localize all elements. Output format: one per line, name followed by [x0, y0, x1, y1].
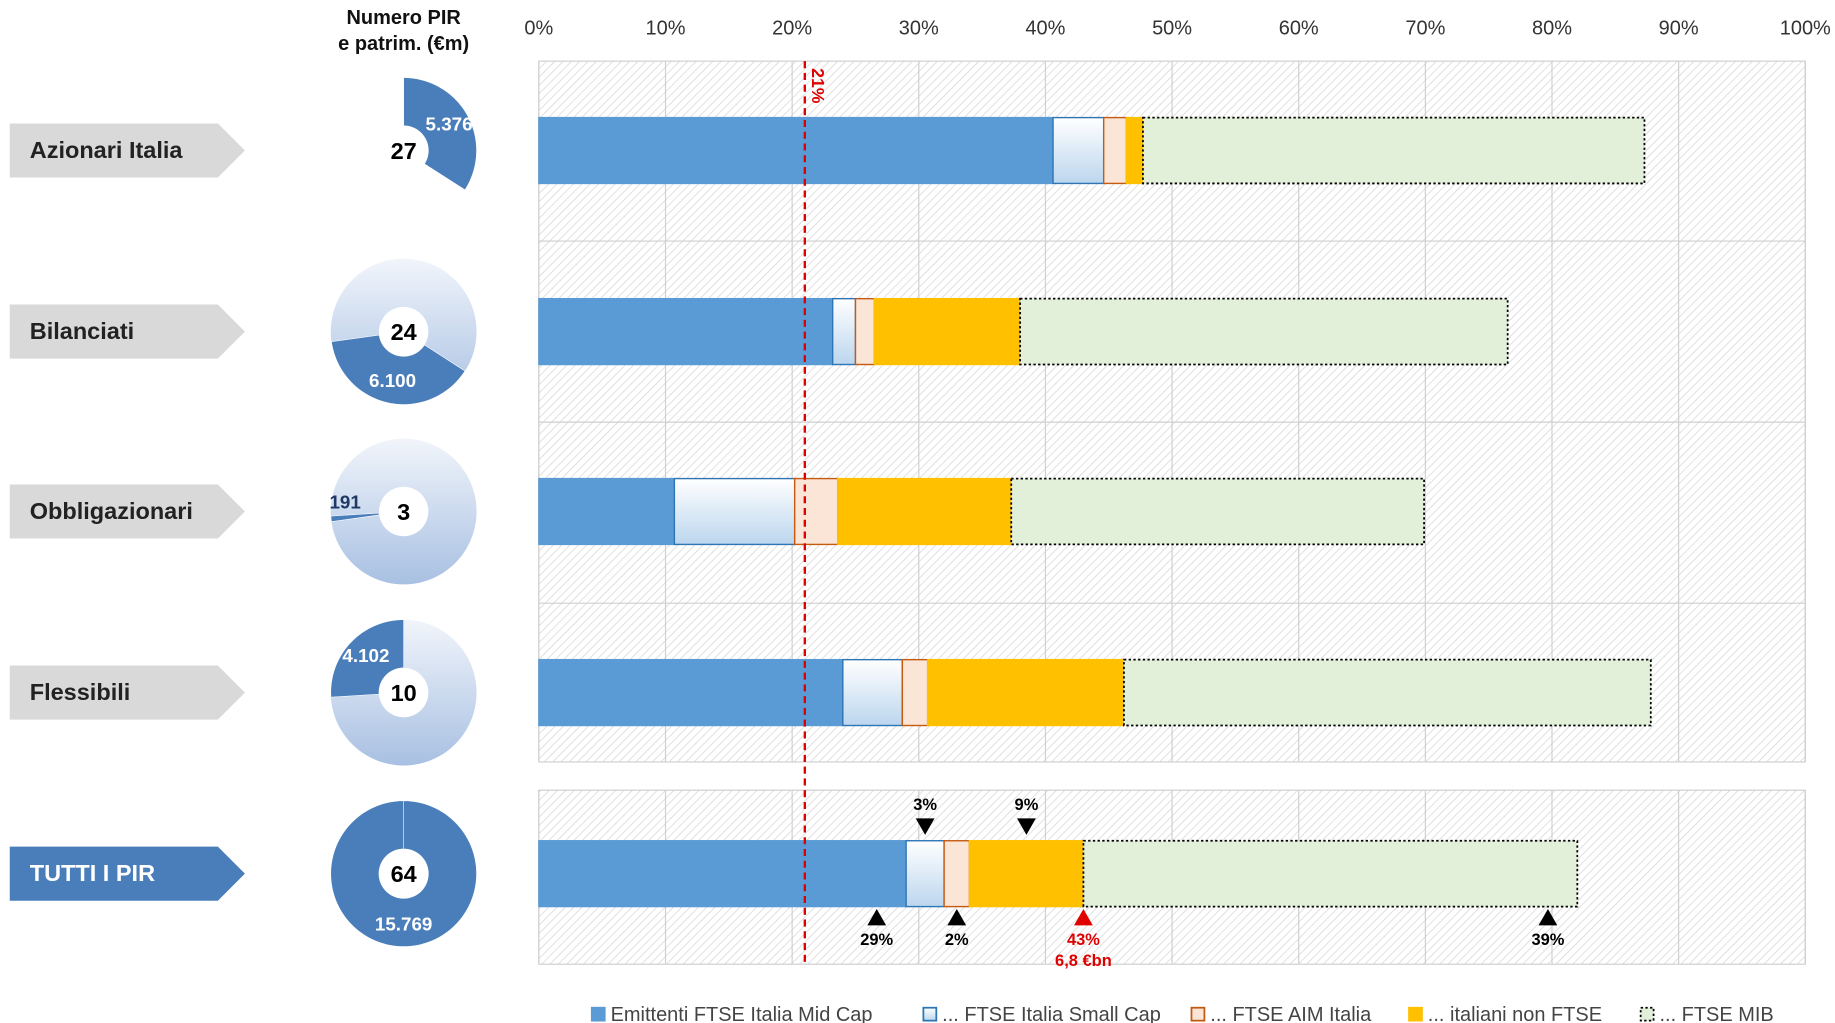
bar-segment	[538, 297, 834, 366]
pointer	[1017, 818, 1036, 835]
pointer	[947, 908, 967, 926]
legend-marker	[922, 1006, 938, 1022]
category-label: Flessibili	[30, 679, 131, 705]
legend-marker	[1190, 1006, 1206, 1022]
bar-segment	[842, 658, 904, 727]
legend-marker	[1639, 1006, 1655, 1022]
x-tick-label: 0%	[524, 18, 553, 40]
bar-segment	[538, 840, 907, 908]
bar-segment	[538, 658, 844, 727]
value-label: 2%	[945, 931, 969, 949]
bar-segment	[901, 658, 929, 727]
donut-segment	[403, 77, 477, 191]
category-tag	[9, 304, 245, 359]
category-label: Azionari Italia	[30, 137, 184, 163]
bar-segment	[873, 297, 1021, 366]
x-tick-label: 10%	[646, 18, 686, 40]
donut-count: 64	[391, 861, 417, 887]
bar-segment	[831, 297, 857, 366]
bar-segment	[1052, 116, 1105, 185]
donut-count: 10	[391, 680, 417, 706]
donut-value-label: 15.769	[375, 913, 433, 934]
value-label: 29%	[860, 931, 893, 949]
category-label: Obbligazionari	[30, 498, 193, 524]
pointer	[867, 908, 887, 926]
donut-count: 24	[391, 319, 417, 345]
bar-segment	[943, 840, 971, 908]
category-tag	[9, 484, 245, 539]
bar-segment	[854, 297, 876, 366]
x-tick-label: 50%	[1152, 18, 1192, 40]
legend-label: Emittenti FTSE Italia Mid Cap	[611, 1004, 873, 1023]
cumulative-note: 6,8 €bn	[1055, 952, 1112, 970]
bar-segment	[1010, 477, 1425, 546]
value-label: 9%	[1015, 796, 1039, 814]
donut-segment	[330, 619, 404, 698]
category-label: TUTTI I PIR	[30, 860, 155, 886]
x-tick-label: 60%	[1279, 18, 1319, 40]
legend-label: ... FTSE MIB	[1659, 1004, 1773, 1023]
x-tick-label: 40%	[1025, 18, 1065, 40]
legend-label: ... FTSE AIM Italia	[1210, 1004, 1372, 1023]
x-tick-label: 30%	[899, 18, 939, 40]
pointer	[1538, 908, 1558, 926]
donut-count: 27	[391, 138, 417, 164]
donut-value-label: 191	[329, 491, 360, 512]
reference-label: 21%	[808, 68, 828, 104]
bar-segment	[837, 477, 1012, 546]
category-label: Bilanciati	[30, 318, 134, 344]
donut-ring	[330, 438, 477, 585]
bar-segment	[538, 116, 1054, 185]
legend-label: ... italiani non FTSE	[1428, 1004, 1602, 1023]
x-tick-label: 90%	[1659, 18, 1699, 40]
pointer	[915, 818, 935, 835]
category-tag	[9, 665, 245, 720]
legend-label: ... FTSE Italia Small Cap	[942, 1004, 1161, 1023]
value-label: 39%	[1531, 931, 1564, 949]
donut-count: 3	[397, 499, 410, 525]
bar-segment	[538, 477, 676, 546]
bar-segment	[793, 477, 839, 546]
bar-segment	[1125, 116, 1144, 185]
bar-segment	[673, 477, 796, 546]
x-tick-label: 20%	[772, 18, 812, 40]
donut-segment	[330, 512, 380, 522]
bar-segment	[1102, 116, 1128, 185]
bar-segment	[968, 840, 1085, 908]
cumulative-marker	[1074, 908, 1093, 926]
legend-marker	[590, 1006, 606, 1022]
bar-segment	[926, 658, 1125, 727]
value-label: 3%	[913, 796, 937, 814]
donut-value-label: 6.100	[369, 370, 416, 391]
bar-segment	[1123, 658, 1652, 727]
donut-title: Numero PIR	[346, 7, 461, 29]
x-tick-label: 100%	[1780, 18, 1831, 40]
cumulative-label: 43%	[1067, 931, 1100, 949]
bar-segment	[905, 840, 945, 908]
bar-segment	[1142, 116, 1646, 185]
x-tick-label: 70%	[1405, 18, 1445, 40]
legend-marker	[1408, 1006, 1423, 1022]
category-tag	[9, 123, 245, 178]
donut-value-label: 5.376	[426, 114, 473, 135]
bar-segment	[1019, 297, 1509, 366]
donut-segment	[331, 334, 466, 405]
bar-segment	[1082, 839, 1579, 908]
donut-value-label: 4.102	[342, 645, 389, 666]
donut-segment	[330, 800, 477, 947]
donut-title: e patrim. (€m)	[338, 33, 469, 55]
x-tick-label: 80%	[1532, 18, 1572, 40]
category-tag	[9, 846, 245, 901]
